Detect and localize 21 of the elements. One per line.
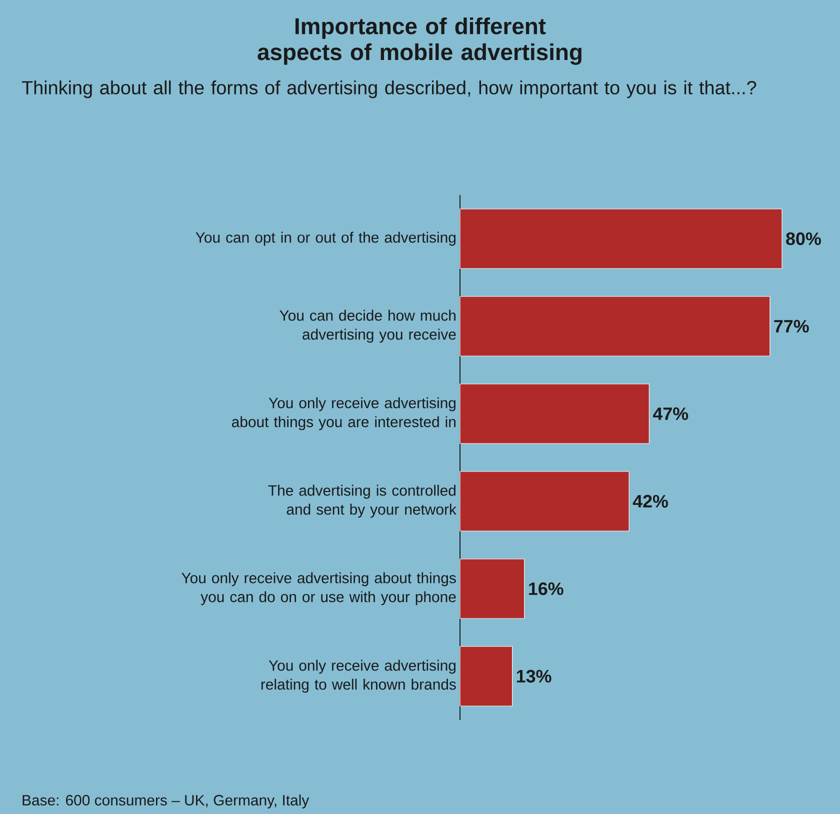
data-label: 47% <box>652 407 688 420</box>
data-label: 13% <box>516 670 552 683</box>
bar <box>460 384 650 444</box>
bar <box>460 296 770 356</box>
data-label: 80% <box>786 232 821 246</box>
y-tick-label: You only receive advertising about things you are interested in <box>232 397 456 430</box>
bar <box>460 471 630 532</box>
text: Base: 600 consumers – UK, Germany, Italy <box>22 794 310 808</box>
data-label: 77% <box>774 320 809 333</box>
y-tick-label: The advertising is controlled and sent by your network <box>268 484 456 518</box>
y-tick-label: You only receive advertising about things you can do on or use with your phone <box>182 572 456 606</box>
chart-subtitle: Thinking about all the forms of advertising described, how important to you is it that...? <box>22 80 756 98</box>
chart-title: Importance of different aspects of mobile advertising <box>258 18 582 65</box>
bar <box>460 558 525 619</box>
bar <box>460 646 513 706</box>
y-tick-label: You can decide how much advertising you receive <box>280 310 456 343</box>
y-tick-label: You can opt in or out of the advertising <box>196 232 456 246</box>
data-label: 16% <box>529 582 564 596</box>
data-label: 42% <box>632 494 668 508</box>
y-tick-label: You only receive advertising relating to well known brands <box>261 660 456 693</box>
bar <box>460 208 782 269</box>
